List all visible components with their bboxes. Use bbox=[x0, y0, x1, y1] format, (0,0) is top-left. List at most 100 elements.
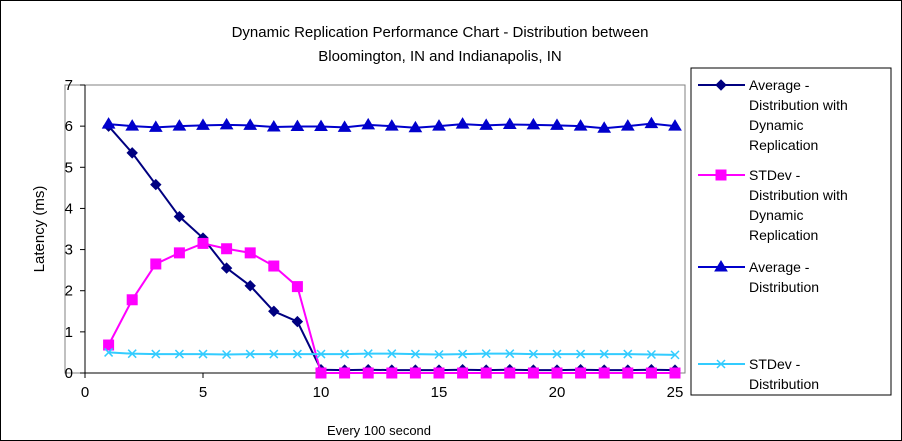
x-tick-label: 25 bbox=[667, 384, 684, 401]
data-point bbox=[432, 119, 446, 131]
series-2 bbox=[101, 116, 682, 133]
chart-title-line-2: Bloomington, IN and Indianapolis, IN bbox=[318, 48, 561, 65]
series-1 bbox=[103, 237, 681, 379]
data-point bbox=[198, 349, 208, 359]
data-point bbox=[505, 349, 515, 359]
y-axis-label: Latency (ms) bbox=[31, 186, 48, 273]
data-point bbox=[481, 349, 491, 359]
data-point bbox=[150, 178, 162, 191]
data-point bbox=[221, 243, 233, 255]
data-point bbox=[597, 121, 612, 133]
legend-entry-3: STDev - Distribution bbox=[698, 356, 819, 392]
data-point bbox=[314, 119, 328, 132]
legend-box bbox=[690, 67, 892, 396]
data-point bbox=[222, 349, 232, 360]
x-tick-label: 15 bbox=[431, 384, 448, 401]
legend-marker bbox=[714, 260, 728, 272]
marker-stroke bbox=[434, 349, 444, 360]
data-point bbox=[197, 237, 209, 249]
legend: Average - Distribution with Dynamic Replica… bbox=[698, 77, 848, 392]
data-point bbox=[552, 349, 562, 359]
data-point bbox=[173, 210, 186, 223]
data-point bbox=[291, 315, 304, 328]
data-point bbox=[362, 367, 374, 379]
y-tick-label: 5 bbox=[65, 159, 73, 176]
legend-label: Distribution bbox=[749, 279, 819, 295]
marker-stroke bbox=[410, 349, 420, 359]
data-point bbox=[599, 349, 609, 359]
legend-label: Distribution bbox=[749, 376, 819, 392]
data-point bbox=[458, 349, 468, 359]
marker-stroke bbox=[552, 349, 562, 359]
data-point bbox=[291, 281, 303, 293]
data-point bbox=[290, 119, 305, 132]
data-point bbox=[551, 367, 563, 379]
marker-stroke bbox=[716, 359, 726, 369]
data-point bbox=[339, 367, 351, 379]
data-point bbox=[528, 349, 538, 359]
data-point bbox=[576, 349, 586, 359]
data-point bbox=[243, 118, 258, 130]
data-point bbox=[244, 247, 256, 259]
data-point bbox=[266, 119, 281, 132]
data-point bbox=[219, 117, 234, 130]
data-point bbox=[268, 305, 280, 317]
data-point bbox=[622, 367, 634, 379]
data-point bbox=[434, 349, 444, 360]
legend-label: Distribution with bbox=[749, 187, 848, 203]
data-point bbox=[268, 260, 280, 272]
plot-area bbox=[64, 84, 686, 374]
data-point bbox=[384, 119, 399, 131]
data-point bbox=[620, 119, 635, 131]
y-tick-label: 2 bbox=[65, 283, 73, 300]
marker-stroke bbox=[104, 347, 114, 357]
legend-label: Average - bbox=[749, 259, 810, 275]
data-point bbox=[455, 117, 470, 129]
data-point bbox=[174, 349, 184, 359]
legend-label: Dynamic bbox=[749, 207, 803, 223]
x-tick-label: 20 bbox=[549, 384, 566, 401]
data-point bbox=[504, 367, 516, 379]
data-point bbox=[527, 367, 539, 379]
data-point bbox=[575, 367, 587, 379]
marker-stroke bbox=[292, 349, 302, 359]
marker-stroke bbox=[174, 349, 184, 359]
data-point bbox=[337, 120, 352, 132]
data-point bbox=[220, 262, 233, 274]
data-point bbox=[573, 119, 588, 131]
y-tick-label: 0 bbox=[65, 365, 73, 382]
data-point bbox=[433, 367, 445, 379]
chart-title-line-1: Dynamic Replication Performance Chart - … bbox=[232, 24, 649, 41]
marker-stroke bbox=[576, 349, 586, 359]
marker-stroke bbox=[245, 349, 255, 359]
series-layer bbox=[101, 116, 682, 379]
data-point bbox=[127, 349, 137, 359]
data-point bbox=[526, 117, 541, 130]
marker-stroke bbox=[151, 349, 161, 359]
marker-stroke bbox=[670, 350, 680, 360]
data-point bbox=[196, 118, 210, 130]
x-axis-label: Every 100 second bbox=[327, 423, 431, 438]
data-point bbox=[316, 349, 326, 359]
marker-stroke bbox=[458, 349, 468, 359]
marker-stroke bbox=[198, 349, 208, 359]
data-point bbox=[387, 349, 397, 359]
legend-marker bbox=[715, 169, 727, 181]
data-point bbox=[340, 349, 350, 359]
data-point bbox=[408, 120, 423, 133]
data-point bbox=[126, 294, 138, 306]
y-tick-label: 4 bbox=[65, 200, 73, 217]
data-point bbox=[148, 120, 163, 132]
data-point bbox=[315, 367, 327, 379]
data-point bbox=[363, 349, 373, 359]
y-tick-label: 6 bbox=[65, 118, 73, 135]
marker-stroke bbox=[387, 349, 397, 359]
legend-entry-1: STDev - Distribution with Dynamic Replicati… bbox=[698, 167, 848, 243]
marker-stroke bbox=[646, 349, 656, 360]
data-point bbox=[245, 349, 255, 359]
data-point bbox=[292, 349, 302, 359]
marker-stroke bbox=[599, 349, 609, 359]
data-point bbox=[670, 350, 680, 360]
marker-stroke bbox=[481, 349, 491, 359]
